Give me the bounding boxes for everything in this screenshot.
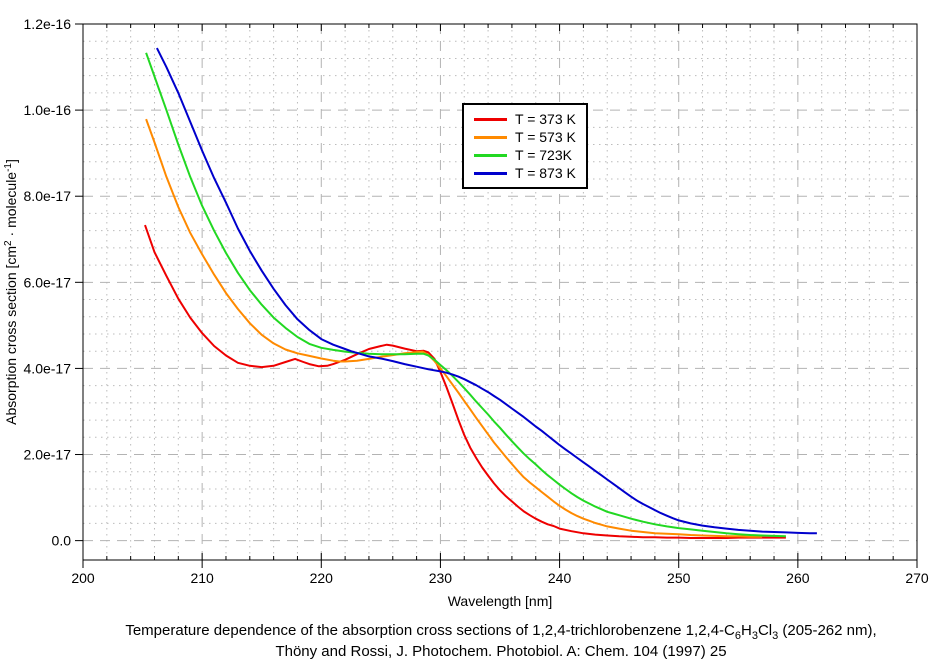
y-tick-label: 6.0e-17	[24, 274, 72, 290]
legend-label: T = 373 K	[515, 111, 576, 127]
plot-border	[82, 23, 918, 561]
legend-label: T = 873 K	[515, 165, 576, 181]
x-tick-label: 200	[71, 570, 95, 586]
x-tick-label: 230	[429, 570, 453, 586]
x-tick-label: 240	[548, 570, 572, 586]
y-tick-label: 4.0e-17	[24, 360, 72, 376]
x-axis-title: Wavelength [nm]	[447, 593, 553, 609]
x-tick-label: 260	[786, 570, 810, 586]
series-line-1	[144, 224, 786, 539]
caption-line-2: Thöny and Rossi, J. Photochem. Photobiol…	[275, 643, 727, 660]
axis-ticks	[75, 23, 918, 568]
legend-item: T = 373 K	[474, 111, 582, 127]
y-axis-title: Absorption cross section [cm2 · molecule…	[3, 159, 20, 425]
series-line-2	[145, 118, 763, 538]
legend-item: T = 573 K	[474, 129, 582, 145]
legend-item: T = 723K	[474, 147, 582, 163]
legend-item: T = 873 K	[474, 165, 582, 181]
x-tick-labels: 200 210 220 230 240 250 260 270	[71, 570, 929, 586]
legend-label: T = 723K	[515, 147, 572, 163]
x-tick-label: 220	[310, 570, 334, 586]
x-tick-label: 210	[190, 570, 214, 586]
series-line-4	[156, 47, 817, 535]
y-tick-label: 1.2e-16	[24, 16, 72, 32]
legend: T = 373 K T = 573 K T = 723K T = 873 K	[462, 103, 588, 189]
x-tick-label: 250	[667, 570, 691, 586]
legend-line-swatch	[474, 153, 507, 157]
legend-label: T = 573 K	[515, 129, 576, 145]
y-tick-labels: 0.0 2.0e-17 4.0e-17 6.0e-17 8.0e-17 1.0e-16 1.…	[24, 16, 72, 549]
series-line-3	[145, 52, 786, 538]
grid-minor	[83, 24, 917, 560]
y-tick-label: 8.0e-17	[24, 188, 72, 204]
x-tick-label: 270	[905, 570, 929, 586]
legend-line-swatch	[474, 171, 507, 175]
y-tick-label: 0.0	[52, 533, 72, 549]
legend-line-swatch	[474, 135, 507, 139]
y-tick-label: 2.0e-17	[24, 447, 72, 463]
caption-line-1: Temperature dependence of the absorption…	[125, 622, 877, 642]
legend-line-swatch	[474, 117, 507, 121]
y-tick-label: 1.0e-16	[24, 102, 72, 118]
